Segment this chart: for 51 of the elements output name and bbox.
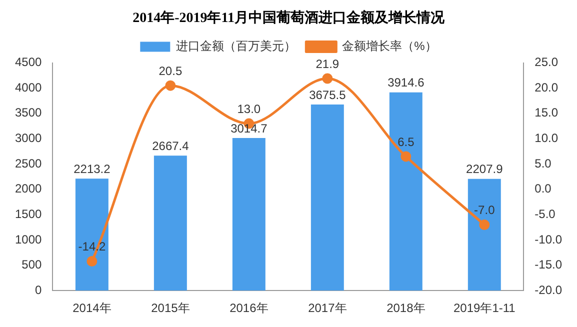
x-tick-label: 2014年 bbox=[72, 301, 112, 316]
data-label: 2213.2 bbox=[74, 162, 111, 176]
y-tick-label: 3500 bbox=[14, 106, 42, 120]
point bbox=[400, 151, 412, 162]
data-label: 3914.6 bbox=[388, 76, 425, 90]
chart-title: 2014年-2019年11月中国葡萄酒进口金额及增长情况 bbox=[132, 9, 446, 26]
y-tick-label: 0 bbox=[35, 282, 42, 297]
y2-tick-label: -10.0 bbox=[534, 232, 562, 246]
data-label: 3014.7 bbox=[230, 121, 268, 136]
y-tick-label: 2000 bbox=[14, 182, 42, 196]
data-label: 20.5 bbox=[158, 64, 182, 78]
point bbox=[165, 80, 176, 91]
y-tick-label: 500 bbox=[22, 258, 42, 272]
legend-label: 金额增长率（%） bbox=[342, 39, 437, 54]
y2-tick-label: 20.0 bbox=[534, 80, 558, 94]
data-label: 2667.4 bbox=[152, 138, 190, 153]
data-label: 2207.9 bbox=[466, 162, 504, 176]
x-tick-label: 2017年 bbox=[308, 301, 347, 316]
y2-tick-label: -20.0 bbox=[534, 282, 562, 297]
y2-tick-label: 25.0 bbox=[534, 55, 558, 70]
data-label: 6.5 bbox=[398, 134, 415, 149]
data-label: -7.0 bbox=[474, 203, 496, 218]
bar bbox=[310, 104, 344, 291]
y2-tick-label: 10.0 bbox=[534, 131, 558, 146]
legend-label: 进口金额（百万美元） bbox=[176, 39, 296, 54]
y-tick-label: 1500 bbox=[14, 206, 42, 221]
y-tick-label: 1000 bbox=[14, 232, 42, 246]
bar bbox=[389, 92, 422, 291]
y2-tick-label: -15.0 bbox=[534, 258, 562, 272]
point bbox=[322, 73, 333, 84]
bar bbox=[75, 178, 108, 291]
y2-tick-label: 0.0 bbox=[534, 182, 552, 196]
x-tick-label: 2018年 bbox=[386, 301, 426, 316]
y-tick-label: 2500 bbox=[14, 156, 42, 170]
y2-tick-label: -5.0 bbox=[534, 206, 556, 221]
data-label: 13.0 bbox=[237, 102, 261, 116]
point bbox=[479, 220, 490, 230]
data-label: 21.9 bbox=[316, 56, 340, 71]
y2-tick-label: 15.0 bbox=[534, 106, 558, 120]
bar bbox=[468, 178, 501, 291]
x-tick-label: 2016年 bbox=[230, 301, 268, 316]
y-tick-label: 4500 bbox=[14, 55, 42, 70]
data-label: 3675.5 bbox=[309, 88, 346, 102]
x-tick-label: 2015年 bbox=[151, 301, 190, 316]
x-tick-label: 2019年1-11 bbox=[453, 301, 516, 316]
bar bbox=[232, 138, 266, 291]
y-tick-label: 3000 bbox=[14, 131, 42, 146]
y-tick-label: 4000 bbox=[14, 80, 42, 94]
bar bbox=[154, 156, 187, 291]
y2-tick-label: 5.0 bbox=[534, 156, 552, 170]
point bbox=[86, 256, 98, 266]
